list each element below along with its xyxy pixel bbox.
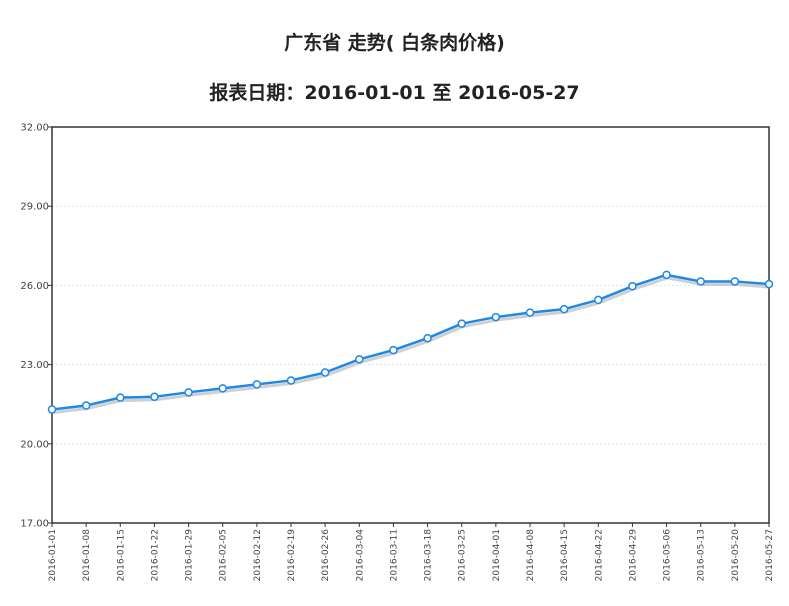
grid-layer xyxy=(51,126,770,524)
data-point xyxy=(389,345,398,355)
data-point xyxy=(423,333,432,343)
x-tick-label: 2016-03-04 xyxy=(355,529,365,582)
x-tick-label: 2016-03-18 xyxy=(424,529,434,582)
plot-layer xyxy=(47,270,774,414)
chart-subtitle: 报表日期：2016-01-01 至 2016-05-27 xyxy=(209,82,580,104)
data-point xyxy=(628,281,637,291)
x-tick-label: 2016-01-29 xyxy=(185,529,195,582)
x-tick-label: 2016-01-01 xyxy=(48,529,58,581)
data-point xyxy=(696,277,705,286)
x-tick-label: 2016-05-20 xyxy=(731,529,741,582)
y-axis-ticks: 17.00 20.00 23.00 26.00 29.00 32.00 xyxy=(20,123,52,530)
data-point xyxy=(286,376,296,385)
data-point xyxy=(81,401,91,410)
data-point xyxy=(559,304,569,314)
data-point xyxy=(184,388,193,397)
data-point xyxy=(764,279,774,289)
data-point xyxy=(662,270,671,280)
data-point xyxy=(150,392,159,402)
series-line xyxy=(51,273,770,411)
x-tick-label: 2016-04-15 xyxy=(560,529,570,581)
x-tick-label: 2016-01-15 xyxy=(116,529,126,581)
data-point xyxy=(116,393,125,402)
x-tick-label: 2016-04-29 xyxy=(628,529,638,582)
series-shadow xyxy=(52,276,771,414)
chart-title: 广东省 走势( 白条肉价格) xyxy=(284,32,505,54)
x-tick-label: 2016-02-12 xyxy=(253,529,263,581)
y-tick-label: 32.00 xyxy=(20,123,49,134)
x-axis-ticks: 2016-01-01 2016-01-08 2016-01-15 2016-01-22… xyxy=(48,523,775,581)
x-tick-label: 2016-03-11 xyxy=(389,529,399,581)
data-point xyxy=(320,368,330,377)
data-point xyxy=(525,308,535,317)
y-tick-label: 23.00 xyxy=(20,360,49,371)
y-tick-label: 17.00 xyxy=(20,519,49,530)
x-tick-label: 2016-01-22 xyxy=(150,529,160,581)
x-tick-label: 2016-05-06 xyxy=(663,529,673,582)
x-tick-label: 2016-02-05 xyxy=(219,529,229,581)
y-tick-label: 26.00 xyxy=(20,281,49,292)
x-tick-label: 2016-03-25 xyxy=(458,529,468,581)
plot-frame xyxy=(51,126,770,524)
x-tick-label: 2016-01-08 xyxy=(82,529,92,582)
x-tick-label: 2016-02-19 xyxy=(287,529,297,582)
data-point xyxy=(457,319,466,328)
x-tick-label: 2016-05-27 xyxy=(765,529,775,581)
data-point xyxy=(218,384,227,393)
x-tick-label: 2016-04-08 xyxy=(526,529,536,582)
x-tick-label: 2016-02-26 xyxy=(321,529,331,582)
x-tick-label: 2016-04-01 xyxy=(492,529,502,581)
data-point xyxy=(47,405,57,414)
x-tick-label: 2016-05-13 xyxy=(697,529,707,581)
y-tick-label: 20.00 xyxy=(20,439,49,450)
data-point xyxy=(252,380,262,389)
y-tick-label: 29.00 xyxy=(20,202,49,213)
data-point xyxy=(594,295,603,305)
data-point xyxy=(730,277,740,286)
data-point xyxy=(355,355,364,364)
x-tick-label: 2016-04-22 xyxy=(594,529,604,581)
data-point xyxy=(491,312,501,322)
